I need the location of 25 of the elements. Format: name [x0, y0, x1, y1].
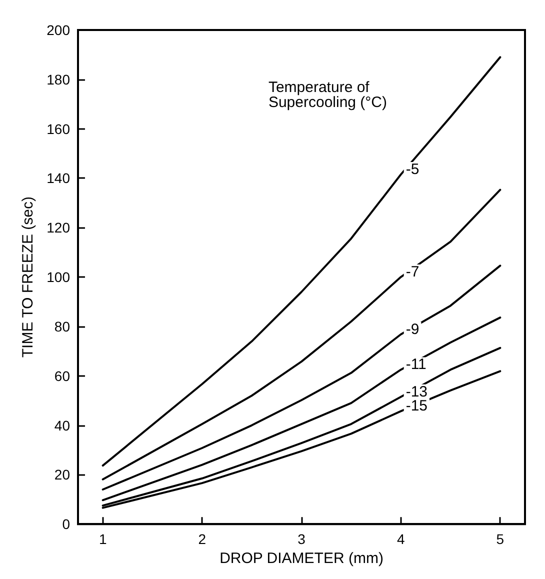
y-tick-label: 100: [46, 269, 70, 286]
y-tick-label: 180: [46, 71, 70, 88]
legend-title: Temperature of Supercooling (°C): [268, 79, 388, 111]
series-label: -13: [406, 383, 428, 400]
series-label: -9: [406, 320, 420, 338]
y-axis-title: TIME TO FREEZE (sec): [20, 196, 37, 358]
y-tick-label: 160: [46, 120, 70, 137]
y-tick-label: 200: [46, 22, 70, 38]
x-tick-label: 4: [396, 531, 405, 548]
y-tick-label: 60: [54, 368, 70, 384]
y-tick-label: 120: [46, 220, 70, 236]
x-tick-label: 3: [298, 531, 306, 548]
y-tick-label: 0: [62, 516, 70, 532]
series-label: -11: [406, 356, 426, 374]
series-label: -15: [406, 398, 428, 415]
series-label: -5: [406, 161, 420, 178]
y-tick-label: 20: [54, 466, 70, 483]
x-axis-title: DROP DIAMETER (mm): [220, 550, 384, 567]
y-tick-label: 140: [46, 170, 70, 186]
y-tick-label: 80: [54, 318, 70, 334]
series-label: -7: [406, 264, 420, 281]
x-tick-label: 2: [198, 531, 206, 548]
x-tick-label: 1: [98, 531, 107, 548]
x-tick-label: 5: [496, 531, 504, 548]
y-tick-label: 40: [54, 417, 70, 434]
